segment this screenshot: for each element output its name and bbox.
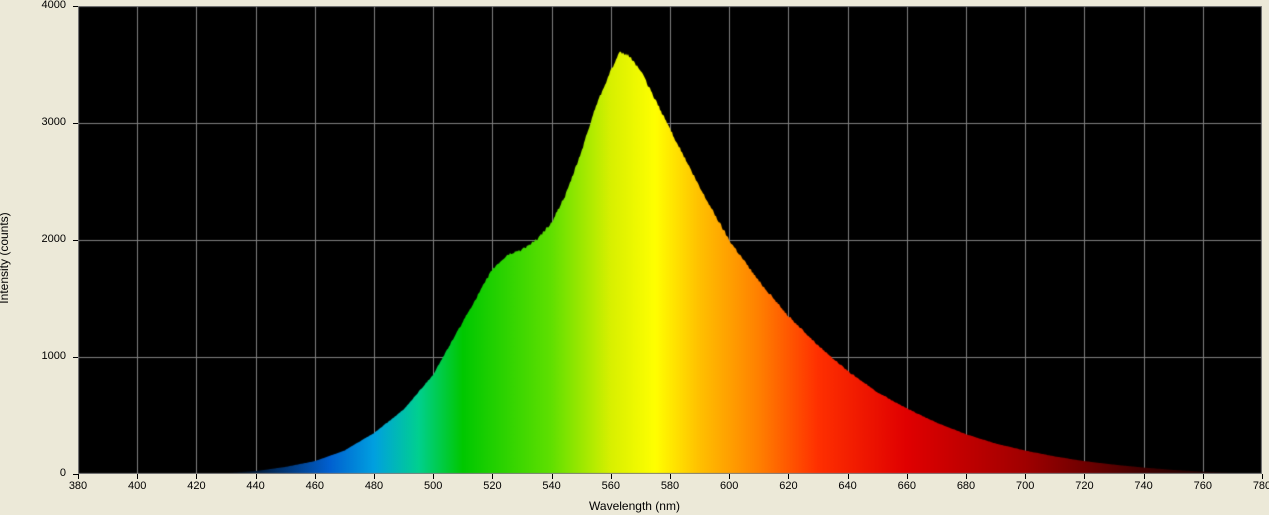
y-tick-mark bbox=[73, 6, 78, 7]
x-tick-mark bbox=[137, 474, 138, 479]
x-tick-label: 420 bbox=[181, 480, 211, 492]
y-axis-label: Intensity (counts) bbox=[0, 212, 11, 303]
y-tick-label: 4000 bbox=[0, 0, 66, 11]
x-tick-label: 440 bbox=[241, 480, 271, 492]
x-tick-label: 540 bbox=[537, 480, 567, 492]
x-tick-mark bbox=[966, 474, 967, 479]
x-tick-label: 560 bbox=[596, 480, 626, 492]
y-tick-label: 3000 bbox=[0, 116, 66, 128]
x-tick-mark bbox=[256, 474, 257, 479]
x-tick-mark bbox=[374, 474, 375, 479]
x-tick-mark bbox=[492, 474, 493, 479]
x-tick-label: 460 bbox=[300, 480, 330, 492]
y-tick-mark bbox=[73, 357, 78, 358]
x-tick-label: 720 bbox=[1069, 480, 1099, 492]
x-tick-label: 500 bbox=[418, 480, 448, 492]
x-axis-label: Wavelength (nm) bbox=[589, 499, 680, 513]
x-tick-mark bbox=[788, 474, 789, 479]
x-tick-label: 740 bbox=[1129, 480, 1159, 492]
x-tick-label: 600 bbox=[714, 480, 744, 492]
y-tick-mark bbox=[73, 123, 78, 124]
x-tick-label: 580 bbox=[655, 480, 685, 492]
x-tick-mark bbox=[1203, 474, 1204, 479]
spectrum-chart: Intensity (counts) Wavelength (nm) 0 1000… bbox=[0, 0, 1269, 515]
x-tick-label: 520 bbox=[477, 480, 507, 492]
x-tick-mark bbox=[315, 474, 316, 479]
x-tick-label: 760 bbox=[1188, 480, 1218, 492]
x-tick-mark bbox=[1262, 474, 1263, 479]
x-tick-label: 640 bbox=[833, 480, 863, 492]
plot-area bbox=[78, 6, 1262, 474]
x-tick-mark bbox=[670, 474, 671, 479]
x-tick-label: 660 bbox=[892, 480, 922, 492]
y-tick-label: 1000 bbox=[0, 350, 66, 362]
x-tick-label: 780 bbox=[1247, 480, 1269, 492]
x-tick-mark bbox=[552, 474, 553, 479]
x-tick-mark bbox=[848, 474, 849, 479]
x-tick-mark bbox=[1025, 474, 1026, 479]
x-tick-mark bbox=[1144, 474, 1145, 479]
x-tick-label: 380 bbox=[63, 480, 93, 492]
x-tick-label: 480 bbox=[359, 480, 389, 492]
x-tick-mark bbox=[78, 474, 79, 479]
y-tick-label: 0 bbox=[0, 467, 66, 479]
x-tick-mark bbox=[729, 474, 730, 479]
x-tick-label: 620 bbox=[773, 480, 803, 492]
y-tick-mark bbox=[73, 240, 78, 241]
x-tick-mark bbox=[907, 474, 908, 479]
x-tick-mark bbox=[611, 474, 612, 479]
x-tick-mark bbox=[433, 474, 434, 479]
x-tick-label: 700 bbox=[1010, 480, 1040, 492]
x-tick-mark bbox=[1084, 474, 1085, 479]
x-tick-mark bbox=[196, 474, 197, 479]
x-tick-label: 400 bbox=[122, 480, 152, 492]
y-tick-label: 2000 bbox=[0, 233, 66, 245]
spectrum-canvas bbox=[78, 6, 1262, 474]
x-tick-label: 680 bbox=[951, 480, 981, 492]
